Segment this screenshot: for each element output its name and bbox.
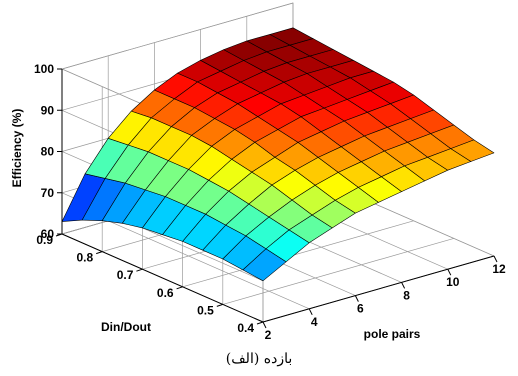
y-tick-mark xyxy=(216,303,223,307)
x-axis-label: pole pairs xyxy=(364,327,421,341)
y-axis-label: Din/Dout xyxy=(101,320,151,334)
x-tick-label: 4 xyxy=(311,315,318,329)
figure-caption: (الف) بازده xyxy=(226,351,293,367)
z-axis-label: Efficiency (%) xyxy=(10,109,24,188)
x-tick-label: 6 xyxy=(357,302,364,316)
z-tick-label: 80 xyxy=(41,145,55,159)
x-tick-mark xyxy=(308,308,313,316)
x-tick-mark xyxy=(493,255,498,263)
y-tick-label: 0.5 xyxy=(197,303,214,317)
x-tick-label: 8 xyxy=(403,288,410,302)
surface-layer xyxy=(61,27,495,282)
y-tick-label: 0.7 xyxy=(117,268,134,282)
x-tick-mark xyxy=(447,268,452,276)
x-tick-mark xyxy=(354,295,359,302)
x-tick-mark xyxy=(401,282,406,289)
x-tick-label: 2 xyxy=(265,328,272,342)
z-tick-label: 70 xyxy=(41,186,55,200)
y-tick-mark xyxy=(256,321,264,325)
y-tick-label: 0.8 xyxy=(77,251,94,265)
y-tick-label: 0.9 xyxy=(36,233,53,247)
y-tick-mark xyxy=(176,286,183,290)
surface-patch xyxy=(450,139,495,162)
tick-layer: 2 4 6 8 10 12 0.4 0.5 0.6 0.7 0.8 0.960 70 80 90 100 xyxy=(34,62,506,342)
z-tick-label: 90 xyxy=(41,103,55,117)
y-axis-line xyxy=(61,233,264,323)
y-tick-mark xyxy=(96,251,103,255)
x-tick-mark xyxy=(262,321,267,329)
x-tick-label: 10 xyxy=(446,275,460,289)
x-tick-label: 12 xyxy=(492,262,506,276)
y-tick-mark xyxy=(136,268,143,272)
z-tick-label: 100 xyxy=(34,62,54,76)
y-tick-label: 0.6 xyxy=(157,286,174,300)
y-tick-label: 0.4 xyxy=(237,321,254,335)
x-axis-line xyxy=(262,255,495,323)
z-tick-label: 60 xyxy=(41,227,55,241)
